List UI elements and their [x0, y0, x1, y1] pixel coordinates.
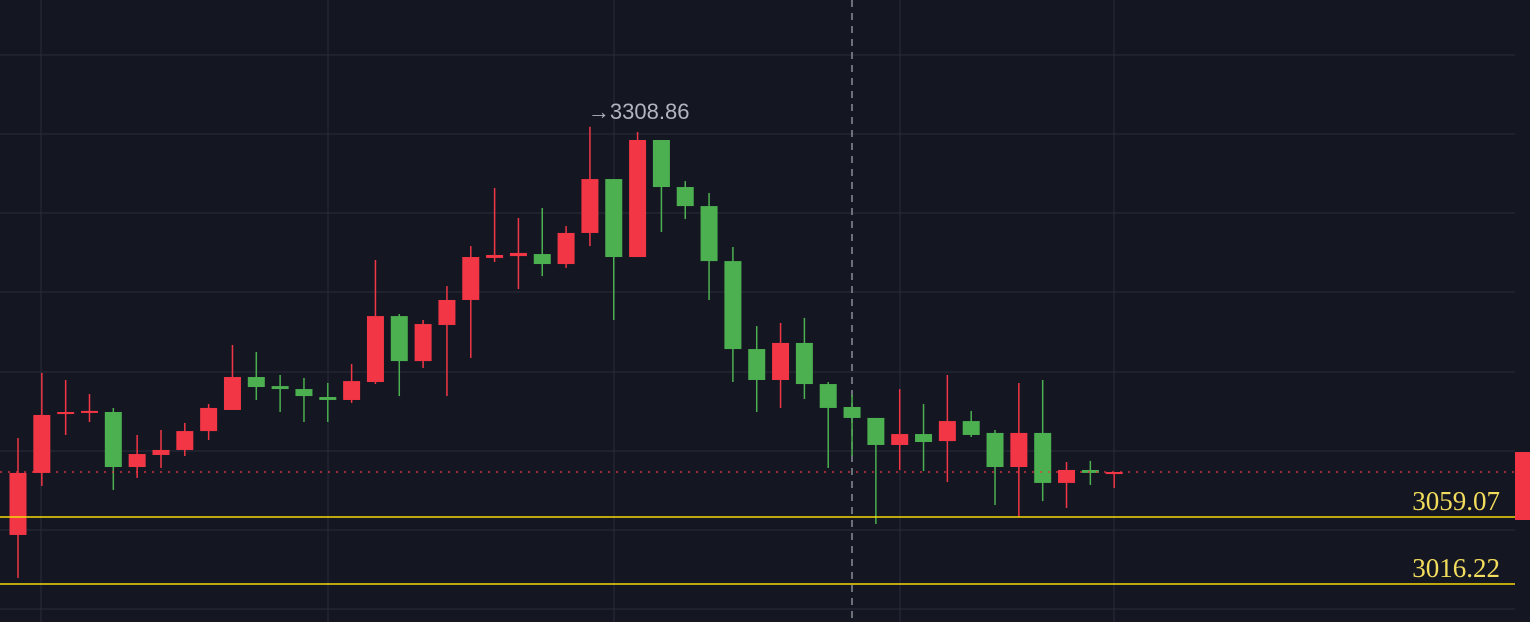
candle-body — [390, 316, 408, 362]
candle-body — [509, 252, 527, 257]
candle-body — [414, 324, 432, 362]
candle-body — [795, 342, 813, 385]
candle-body — [1034, 432, 1052, 483]
candle-body — [247, 377, 265, 388]
level-label: 3016.22 — [1412, 553, 1500, 583]
candle-body — [891, 434, 909, 445]
candle-body — [176, 431, 194, 450]
candle-body — [652, 139, 670, 188]
candle-body — [438, 299, 456, 325]
candle-body — [867, 417, 885, 445]
candle-body — [962, 421, 980, 435]
candle-body — [486, 254, 504, 258]
candle-body — [748, 349, 766, 380]
plot: →3308.86 3059.07 3016.22 — [0, 99, 1530, 585]
candle-body — [200, 407, 218, 432]
level-label: 3059.07 — [1412, 486, 1500, 516]
candle-body — [605, 179, 623, 258]
candle-body — [80, 410, 98, 413]
candle-body — [557, 232, 575, 265]
candle-body — [724, 261, 742, 350]
candle-body — [152, 449, 170, 455]
candle-body — [676, 187, 694, 207]
candle-body — [462, 257, 480, 300]
candle-body — [1081, 469, 1099, 473]
candle-body — [533, 254, 551, 265]
candle-body — [343, 381, 361, 400]
candle-body — [319, 397, 337, 400]
candle-body — [33, 414, 51, 473]
candle-body — [915, 434, 933, 443]
candle-body — [366, 316, 384, 383]
candle-body — [700, 206, 718, 262]
candle-body — [772, 342, 790, 380]
candle-body — [629, 139, 647, 258]
candle-body — [271, 386, 289, 390]
candle-body — [938, 421, 956, 442]
candle-body — [1010, 432, 1028, 468]
candle-body — [128, 454, 146, 468]
candle-body — [986, 432, 1004, 468]
candle-body — [223, 377, 241, 410]
candle-body — [1105, 472, 1123, 475]
last-price-tag — [1515, 452, 1530, 521]
max-label: →3308.86 — [588, 99, 690, 124]
candle-body — [581, 179, 599, 233]
candle-body — [819, 384, 837, 408]
candle-body — [295, 389, 313, 397]
candle-body — [843, 407, 861, 418]
candle-body — [104, 412, 122, 468]
candle-body — [57, 412, 75, 415]
candle-body — [1058, 469, 1076, 483]
candle-body — [9, 472, 27, 535]
